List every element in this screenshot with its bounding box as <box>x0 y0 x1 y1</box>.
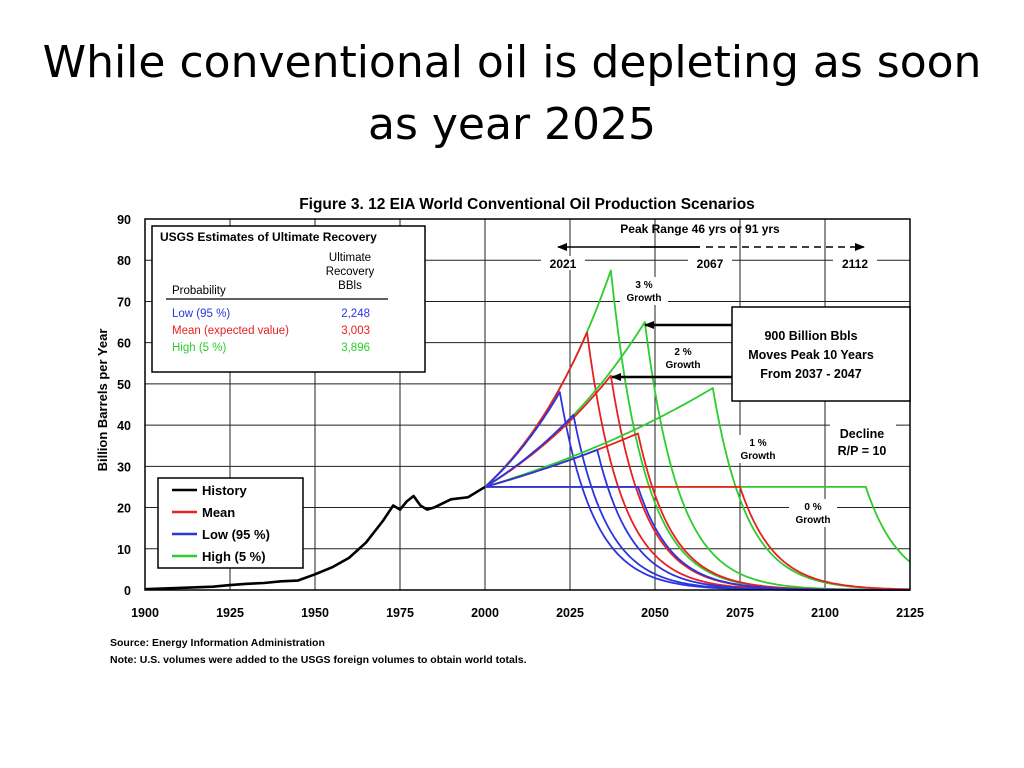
series-scenario <box>484 387 911 591</box>
chart-source: Source: Energy Information Administratio… <box>110 637 325 649</box>
axis-layer: Figure 3. 12 EIA World Conventional Oil … <box>95 196 924 620</box>
legend-label: Low (95 %) <box>202 527 270 542</box>
x-tick-label: 1975 <box>386 606 414 620</box>
box-900-line: From 2037 - 2047 <box>760 367 861 381</box>
peak-range-label: Peak Range 46 yrs or 91 yrs <box>620 222 780 236</box>
growth-2-label-word: Growth <box>666 360 701 371</box>
growth-1-label-bg <box>734 435 782 463</box>
chart-title: Figure 3. 12 EIA World Conventional Oil … <box>299 196 755 213</box>
usgs-row-value: 3,896 <box>341 342 370 354</box>
x-tick-label: 2100 <box>811 606 839 620</box>
y-tick-label: 90 <box>117 213 131 227</box>
decline-line: Decline <box>840 427 885 441</box>
growth-2-label-bg <box>659 344 707 372</box>
growth-3-label-word: Growth <box>627 293 662 304</box>
peak-year-label: 2021 <box>550 257 577 271</box>
usgs-row-value: 2,248 <box>341 308 370 320</box>
usgs-col-probability: Probability <box>172 285 226 297</box>
y-tick-label: 0 <box>124 584 131 598</box>
legend-label: History <box>202 483 248 498</box>
peak-year-label: 2112 <box>842 257 868 271</box>
slide-title: While conventional oil is depleting as s… <box>42 37 982 150</box>
legend-label: Mean <box>202 505 235 520</box>
series-scenario <box>485 485 911 563</box>
box-900 <box>731 306 911 402</box>
y-tick-label: 80 <box>117 254 131 268</box>
series-scenario <box>484 448 910 591</box>
growth-1-label-word: Growth <box>741 451 776 462</box>
y-tick-label: 10 <box>117 543 131 557</box>
usgs-col-recovery: Ultimate <box>329 252 371 264</box>
growth-0-label-pct: 0 % <box>804 502 821 513</box>
growth-3-label-pct: 3 % <box>635 280 652 291</box>
x-tick-label: 2000 <box>471 606 499 620</box>
legend-label: High (5 %) <box>202 549 266 564</box>
peak-year-bg <box>833 256 877 270</box>
growth-0-label-bg <box>789 499 837 527</box>
growth-2-label-pct: 2 % <box>674 347 691 358</box>
peak-year-label: 2067 <box>697 257 724 271</box>
growth-1-label-pct: 1 % <box>749 438 766 449</box>
x-tick-label: 1900 <box>131 606 159 620</box>
decline-line: R/P = 10 <box>838 444 887 458</box>
x-tick-label: 2125 <box>896 606 924 620</box>
y-tick-label: 30 <box>117 460 131 474</box>
usgs-row-label: Low (95 %) <box>172 308 230 320</box>
y-tick-label: 40 <box>117 419 131 433</box>
series-scenario <box>484 391 910 591</box>
usgs-col-recovery: BBls <box>338 280 362 292</box>
usgs-row-value: 3,003 <box>341 325 370 337</box>
box-900-line: Moves Peak 10 Years <box>748 348 874 362</box>
series-history <box>144 485 486 591</box>
legend-box <box>157 477 304 569</box>
usgs-table-title: USGS Estimates of Ultimate Recovery <box>160 230 377 244</box>
x-tick-label: 2025 <box>556 606 584 620</box>
x-tick-label: 1925 <box>216 606 244 620</box>
growth-0-label-word: Growth <box>796 515 831 526</box>
y-tick-label: 60 <box>117 337 131 351</box>
usgs-row-label: Mean (expected value) <box>172 325 289 337</box>
usgs-col-recovery: Recovery <box>326 266 375 278</box>
overlay-layer: USGS Estimates of Ultimate Recovery Ultim… <box>110 222 911 666</box>
peak-year-bg <box>541 256 585 270</box>
box-900-line: 900 Billion Bbls <box>764 329 857 343</box>
x-tick-label: 2050 <box>641 606 669 620</box>
x-tick-label: 2075 <box>726 606 754 620</box>
x-tick-label: 1950 <box>301 606 329 620</box>
y-axis-label: Billion Barrels per Year <box>95 329 110 472</box>
y-tick-label: 50 <box>117 378 131 392</box>
series-scenario <box>485 485 910 591</box>
decline-bg <box>830 424 896 460</box>
plot-frame <box>144 218 911 591</box>
y-tick-label: 70 <box>117 295 131 309</box>
peak-year-bg <box>688 256 732 270</box>
chart-note: Note: U.S. volumes were added to the USG… <box>110 654 527 666</box>
growth-3-label-bg <box>620 277 668 305</box>
usgs-row-label: High (5 %) <box>172 342 226 354</box>
y-tick-label: 20 <box>117 502 131 516</box>
